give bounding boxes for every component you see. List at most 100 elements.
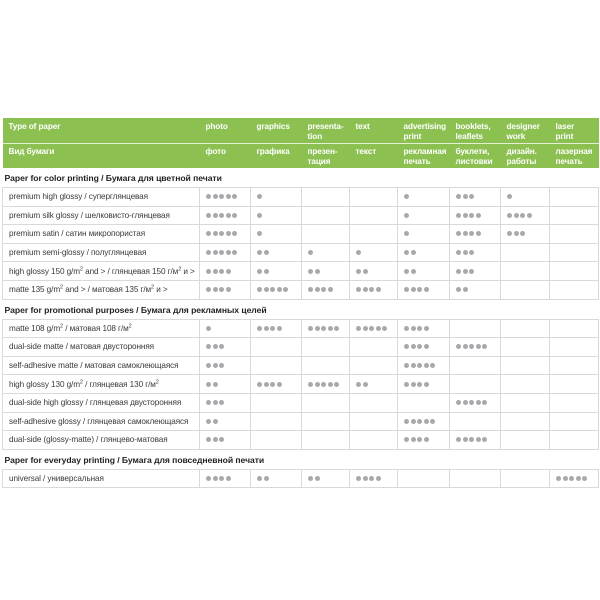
rating-dot-icon xyxy=(263,325,269,331)
rating-dot-icon xyxy=(369,287,375,293)
rating-dot-icon xyxy=(362,287,368,293)
rating-dot-icon xyxy=(469,344,475,350)
rating-dot-icon xyxy=(206,194,211,200)
rating-dot-icon xyxy=(375,325,381,331)
rating-dot-icon xyxy=(423,381,429,387)
rating-dot-icon xyxy=(308,268,313,274)
rating-cell xyxy=(199,374,251,394)
rating-cell xyxy=(500,468,550,489)
rating-dot-icon xyxy=(206,325,211,331)
rating-dot-icon xyxy=(356,381,361,387)
rating-dot-icon xyxy=(283,287,289,293)
rating-dot-icon xyxy=(569,476,575,482)
table-row: high glossy 150 g/m2 and > / глянцевая 1… xyxy=(2,261,599,281)
rating-dot-icon xyxy=(423,325,429,331)
rating-cell xyxy=(397,468,450,489)
rating-dot-icon xyxy=(314,287,320,293)
rating-cell xyxy=(250,337,302,357)
rating-cell xyxy=(397,430,450,450)
rating-dot-icon xyxy=(206,418,211,424)
rating-dot-icon xyxy=(362,381,368,387)
rating-dot-icon xyxy=(562,476,568,482)
rating-dot-icon xyxy=(219,363,225,369)
rating-cell xyxy=(397,187,450,207)
rating-cell xyxy=(397,205,450,226)
rating-cell xyxy=(349,337,398,357)
rating-dot-icon xyxy=(423,418,429,424)
paper-type-label: dual-side high glossy / глянцевая двусто… xyxy=(2,392,200,413)
rating-dot-icon xyxy=(257,212,262,218)
table-row: dual-side high glossy / глянцевая двусто… xyxy=(2,392,599,413)
header-row-russian: Вид бумаги фото графика презен-тация текст ре… xyxy=(2,143,599,168)
rating-dot-icon xyxy=(582,476,588,482)
paper-type-label: premium satin / сатин микропористая xyxy=(2,224,200,244)
rating-dot-icon xyxy=(462,212,468,218)
rating-cell xyxy=(349,224,398,244)
column-header-ru-7: дизайн. работы xyxy=(500,143,550,168)
rating-dot-icon xyxy=(417,363,423,369)
rating-dot-icon xyxy=(212,194,218,200)
rating-dot-icon xyxy=(423,437,429,443)
paper-type-label: dual-side (glossy-matte) / глянцево-мато… xyxy=(2,430,200,450)
rating-dot-icon xyxy=(206,250,211,256)
rating-cell xyxy=(349,279,398,300)
paper-type-label: premium high glossy / суперглянцевая xyxy=(2,187,200,207)
rating-cell xyxy=(301,205,350,226)
rating-cell xyxy=(301,374,350,394)
rating-cell xyxy=(301,355,350,376)
rating-dot-icon xyxy=(270,381,276,387)
rating-dot-icon xyxy=(482,437,488,443)
rating-dot-icon xyxy=(423,344,429,350)
rating-dot-icon xyxy=(225,194,231,200)
paper-type-label: self-adhesive matte / матовая самоклеюща… xyxy=(2,355,200,376)
rating-dot-icon xyxy=(404,381,409,387)
rating-cell xyxy=(250,261,302,281)
rating-cell xyxy=(250,205,302,226)
rating-dot-icon xyxy=(462,400,468,406)
paper-comparison-table: Type of paper photo graphics presenta-tion t… xyxy=(2,118,599,489)
column-header-ru-0: Вид бумаги xyxy=(2,143,200,168)
rating-dot-icon xyxy=(212,381,218,387)
rating-dot-icon xyxy=(206,268,211,274)
rating-cell xyxy=(199,224,251,244)
rating-dot-icon xyxy=(369,476,375,482)
rating-dot-icon xyxy=(263,268,269,274)
rating-dot-icon xyxy=(410,437,416,443)
rating-dot-icon xyxy=(308,381,313,387)
rating-dot-icon xyxy=(327,381,333,387)
rating-dot-icon xyxy=(362,476,368,482)
rating-dot-icon xyxy=(423,287,429,293)
rating-cell xyxy=(199,355,251,376)
rating-cell xyxy=(301,430,350,450)
rating-dot-icon xyxy=(417,437,423,443)
rating-cell xyxy=(199,430,251,450)
rating-dot-icon xyxy=(327,287,333,293)
rating-dot-icon xyxy=(356,325,361,331)
rating-dot-icon xyxy=(356,287,361,293)
rating-dot-icon xyxy=(212,231,218,237)
rating-dot-icon xyxy=(482,344,488,350)
rating-cell xyxy=(349,242,398,263)
section-title: Paper for color printing / Бумага для цв… xyxy=(2,168,599,188)
rating-cell xyxy=(250,430,302,450)
rating-dot-icon xyxy=(456,194,461,200)
rating-dot-icon xyxy=(212,212,218,218)
rating-dot-icon xyxy=(430,418,436,424)
table-row: high glossy 130 g/m2 / глянцевая 130 г/м… xyxy=(2,374,599,394)
rating-dot-icon xyxy=(212,287,218,293)
rating-dot-icon xyxy=(404,344,409,350)
rating-cell xyxy=(301,242,350,263)
rating-cell xyxy=(301,279,350,300)
rating-cell xyxy=(199,261,251,281)
column-header-ru-4: текст xyxy=(349,143,398,168)
table-row: universal / универсальная xyxy=(2,468,599,489)
section-header-row: Paper for promotional purposes / Бумага … xyxy=(2,299,599,320)
table-body: Paper for color printing / Бумага для цв… xyxy=(2,168,599,489)
rating-cell xyxy=(449,392,501,413)
rating-dot-icon xyxy=(356,476,361,482)
rating-dot-icon xyxy=(206,381,211,387)
column-header-en-8: laser print xyxy=(549,118,599,144)
rating-dot-icon xyxy=(404,363,409,369)
rating-dot-icon xyxy=(520,231,526,237)
rating-dot-icon xyxy=(219,212,225,218)
